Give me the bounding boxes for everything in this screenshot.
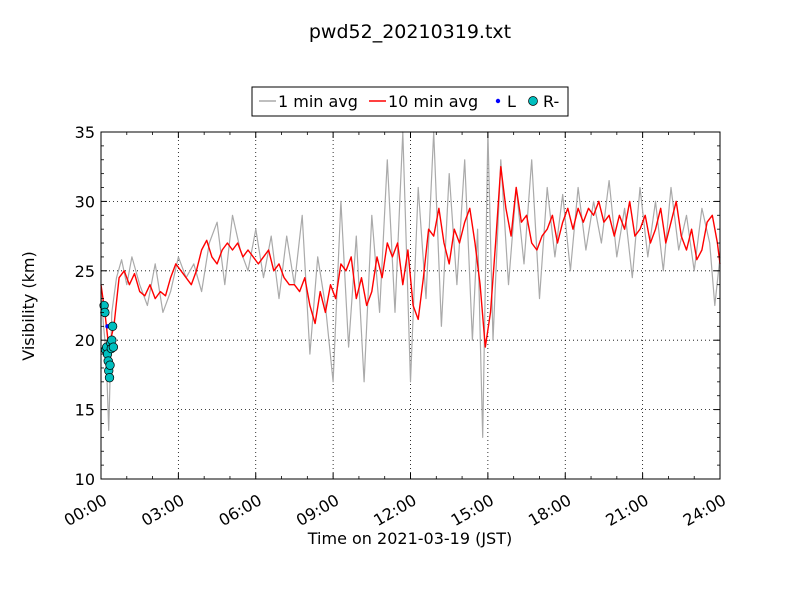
legend: 1 min avg 10 min avg L R- [251, 86, 569, 117]
x-axis: 00:00 03:00 06:00 09:00 12:00 15:00 18:00 21:00… [61, 132, 729, 530]
legend-r-marker [528, 96, 538, 106]
y-tick-label: 15 [75, 401, 95, 420]
y-tick-label: 10 [75, 470, 95, 489]
y-axis: 10 15 20 25 30 35 [75, 123, 720, 489]
x-tick-label: 09:00 [293, 490, 342, 530]
x-tick-label: 24:00 [680, 490, 729, 530]
x-tick-label: 21:00 [602, 490, 651, 530]
x-tick-label: 15:00 [448, 490, 497, 530]
x-tick-label: 03:00 [138, 490, 187, 530]
y-tick-label: 25 [75, 262, 95, 281]
line-10min-avg [100, 165, 721, 348]
y-tick-label: 30 [75, 192, 95, 211]
series-10min [100, 165, 721, 348]
legend-box [251, 86, 569, 117]
legend-l-label: L [507, 92, 516, 111]
x-axis-label: Time on 2021-03-19 (JST) [307, 529, 512, 548]
legend-r-label: R- [543, 92, 559, 111]
chart-title: pwd52_20210319.txt [309, 21, 511, 43]
legend-10min-label: 10 min avg [388, 92, 478, 111]
y-tick-label: 20 [75, 331, 95, 350]
x-tick-label: 00:00 [61, 490, 110, 530]
x-tick-label: 06:00 [216, 490, 265, 530]
y-axis-label: Visibility (km) [19, 251, 38, 360]
x-tick-label: 12:00 [370, 490, 419, 530]
y-tick-label: 35 [75, 123, 95, 142]
legend-l-marker [495, 98, 501, 104]
x-tick-label: 18:00 [525, 490, 574, 530]
point-r-minus [105, 360, 115, 370]
grid-lines [101, 132, 720, 479]
point-r-minus [108, 342, 119, 352]
point-r-minus [104, 373, 115, 383]
legend-1min-label: 1 min avg [278, 92, 358, 111]
series-markers [99, 300, 119, 383]
point-r-minus [107, 321, 118, 331]
